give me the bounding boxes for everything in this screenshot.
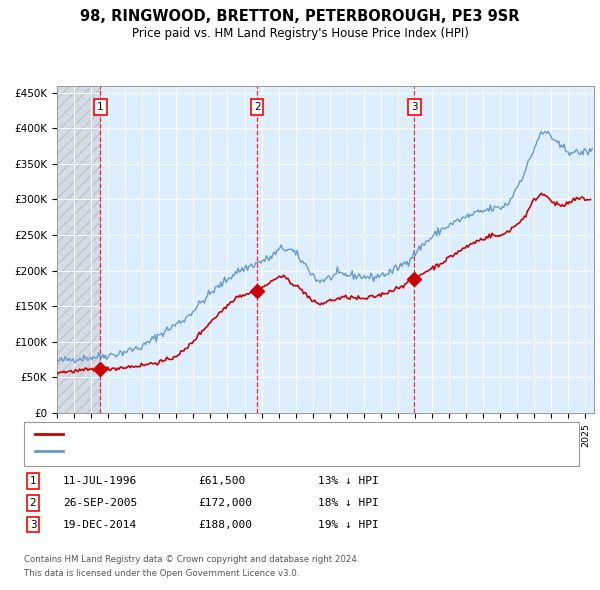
Text: 19% ↓ HPI: 19% ↓ HPI bbox=[318, 520, 379, 529]
Text: 1: 1 bbox=[97, 102, 104, 112]
Text: 98, RINGWOOD, BRETTON, PETERBOROUGH, PE3 9SR (detached house): 98, RINGWOOD, BRETTON, PETERBOROUGH, PE3… bbox=[67, 429, 425, 438]
Text: 2: 2 bbox=[29, 498, 37, 507]
Text: 13% ↓ HPI: 13% ↓ HPI bbox=[318, 476, 379, 486]
Text: 3: 3 bbox=[411, 102, 418, 112]
Text: 11-JUL-1996: 11-JUL-1996 bbox=[63, 476, 137, 486]
Text: £172,000: £172,000 bbox=[198, 498, 252, 507]
Text: £188,000: £188,000 bbox=[198, 520, 252, 529]
Text: 26-SEP-2005: 26-SEP-2005 bbox=[63, 498, 137, 507]
Text: 2: 2 bbox=[254, 102, 260, 112]
Text: 18% ↓ HPI: 18% ↓ HPI bbox=[318, 498, 379, 507]
Text: 1: 1 bbox=[29, 476, 37, 486]
Text: Price paid vs. HM Land Registry's House Price Index (HPI): Price paid vs. HM Land Registry's House … bbox=[131, 27, 469, 40]
Text: 3: 3 bbox=[29, 520, 37, 529]
Text: 19-DEC-2014: 19-DEC-2014 bbox=[63, 520, 137, 529]
Text: This data is licensed under the Open Government Licence v3.0.: This data is licensed under the Open Gov… bbox=[24, 569, 299, 578]
Text: 98, RINGWOOD, BRETTON, PETERBOROUGH, PE3 9SR: 98, RINGWOOD, BRETTON, PETERBOROUGH, PE3… bbox=[80, 9, 520, 24]
Text: HPI: Average price, detached house, City of Peterborough: HPI: Average price, detached house, City… bbox=[67, 447, 354, 456]
Text: Contains HM Land Registry data © Crown copyright and database right 2024.: Contains HM Land Registry data © Crown c… bbox=[24, 555, 359, 564]
Text: £61,500: £61,500 bbox=[198, 476, 245, 486]
Bar bbox=[57, 86, 100, 413]
